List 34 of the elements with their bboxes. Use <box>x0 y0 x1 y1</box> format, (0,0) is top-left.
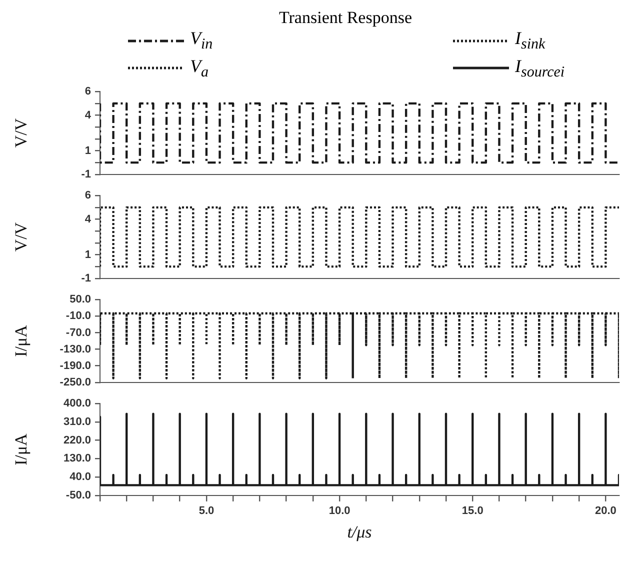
y-tick-label: -1 <box>81 168 91 181</box>
y-axis-title: V/V <box>12 118 31 148</box>
text: I$_{sink}$ <box>515 28 546 53</box>
chart-title: Transient Response <box>278 8 413 28</box>
y-tick-label: -10.0 <box>66 310 91 322</box>
y-tick-label: 130.0 <box>63 452 91 465</box>
y-tick-label: 6 <box>84 86 91 98</box>
y-tick-label: 1 <box>84 248 91 261</box>
y-tick-label: -250.0 <box>60 376 91 389</box>
y-tick-label: -70.0 <box>66 326 91 339</box>
x-tick-label: 15.0 <box>462 505 484 518</box>
x-tick-label: 20.0 <box>594 505 616 518</box>
y-tick-label: 310.0 <box>63 416 91 428</box>
y-axis-title: I/μA <box>12 324 31 358</box>
y-tick-label: 220.0 <box>63 434 91 447</box>
y-tick-label: 4 <box>84 109 92 122</box>
y-tick-label: -190.0 <box>60 360 91 372</box>
y-tick-label: 50.0 <box>70 294 91 306</box>
y-tick-label: -50.0 <box>66 490 91 502</box>
y-tick-label: -130.0 <box>60 344 91 356</box>
x-tick-label: 10.0 <box>328 505 350 518</box>
y-tick-label: 6 <box>84 190 91 202</box>
y-axis-title: I/μA <box>12 433 31 466</box>
text: I$_{sourcei}$ <box>515 56 565 80</box>
x-tick-label: 5.0 <box>198 505 214 518</box>
y-tick-label: 40.0 <box>70 471 91 484</box>
legend-label: V$_{in}$ <box>190 28 213 54</box>
y-tick-label: 4 <box>84 213 92 226</box>
y-tick-label: 1 <box>84 144 91 157</box>
text: V$_{a}$ <box>190 56 208 80</box>
y-axis-title: V/V <box>12 222 31 252</box>
y-tick-label: 400.0 <box>63 398 91 410</box>
y-tick-label: -1 <box>81 272 91 285</box>
x-axis-title: t/μs <box>347 522 372 542</box>
